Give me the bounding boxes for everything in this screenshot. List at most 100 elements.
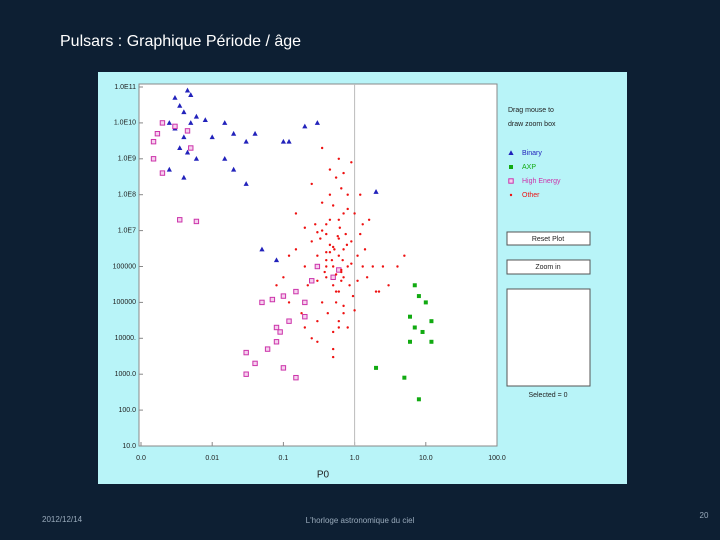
selection-box xyxy=(506,288,591,387)
legend-label: Binary xyxy=(522,150,542,157)
point xyxy=(209,134,215,140)
point xyxy=(319,237,322,240)
point xyxy=(320,229,324,232)
point xyxy=(181,174,187,180)
point xyxy=(316,279,319,282)
point xyxy=(365,276,369,279)
point xyxy=(342,276,345,279)
point xyxy=(280,138,286,144)
point xyxy=(341,258,344,262)
point xyxy=(287,301,291,304)
point xyxy=(342,312,345,315)
y-tick-label: 100000 xyxy=(113,263,136,270)
point xyxy=(334,273,338,276)
point xyxy=(181,134,187,140)
point xyxy=(350,240,353,243)
point xyxy=(316,254,319,257)
legend-label: Other xyxy=(522,192,540,199)
point xyxy=(188,145,194,151)
point xyxy=(351,294,355,298)
point xyxy=(328,243,332,247)
y-tick-label: 1.0E10 xyxy=(114,120,136,127)
point xyxy=(337,254,341,257)
point xyxy=(277,329,283,335)
x-tick-label: 1.0 xyxy=(350,455,360,462)
point xyxy=(286,318,292,324)
point xyxy=(282,276,285,279)
reset-button-label[interactable]: Reset Plot xyxy=(532,236,564,243)
point xyxy=(328,168,332,171)
point xyxy=(286,138,292,144)
point xyxy=(337,319,341,323)
legend-label: High Energy xyxy=(522,178,561,185)
point xyxy=(356,279,359,282)
point xyxy=(328,193,332,196)
y-tick-label: 100.0 xyxy=(118,407,136,414)
zoom-button-label[interactable]: Zoom in xyxy=(535,264,560,271)
point xyxy=(403,254,406,257)
legend-marker xyxy=(509,165,513,169)
point xyxy=(159,120,166,126)
y-tick-label: 1.0E7 xyxy=(118,227,136,234)
point xyxy=(275,284,278,287)
point xyxy=(325,232,328,236)
point xyxy=(346,193,349,196)
reset-button[interactable] xyxy=(506,231,591,246)
point xyxy=(330,258,334,262)
legend-marker xyxy=(509,193,513,197)
point xyxy=(309,278,315,284)
point xyxy=(359,193,362,196)
point xyxy=(293,288,299,295)
point xyxy=(188,120,194,125)
zoom-button[interactable] xyxy=(506,259,591,275)
point xyxy=(381,265,385,268)
point xyxy=(367,218,371,221)
point xyxy=(181,109,187,115)
point xyxy=(184,128,191,134)
point xyxy=(373,189,379,194)
y-tick-label: 10000. xyxy=(115,335,136,342)
point xyxy=(353,309,356,312)
x-tick-label: 0.1 xyxy=(279,455,289,462)
point xyxy=(334,301,338,304)
point xyxy=(323,270,326,274)
point xyxy=(310,182,313,186)
point xyxy=(231,166,237,172)
point xyxy=(331,284,335,287)
point xyxy=(264,346,271,352)
point xyxy=(259,246,265,252)
point xyxy=(222,156,228,161)
point xyxy=(302,123,308,129)
point xyxy=(371,265,374,268)
point xyxy=(330,274,336,281)
x-tick-label: 0.01 xyxy=(205,455,219,462)
point xyxy=(340,187,343,190)
point xyxy=(374,290,378,293)
point xyxy=(344,232,347,236)
point xyxy=(184,149,191,155)
point xyxy=(325,265,328,268)
point xyxy=(316,340,319,343)
point xyxy=(177,102,183,108)
point xyxy=(303,265,307,268)
point xyxy=(412,325,417,330)
point xyxy=(416,397,421,402)
point xyxy=(416,294,421,299)
point xyxy=(331,355,335,359)
point xyxy=(387,284,390,287)
point xyxy=(280,293,287,299)
point xyxy=(328,251,332,254)
point xyxy=(334,290,338,293)
point xyxy=(273,339,280,345)
point xyxy=(408,314,413,319)
point xyxy=(359,232,362,236)
point xyxy=(243,181,249,186)
point xyxy=(429,319,434,324)
point xyxy=(302,313,308,320)
point xyxy=(337,290,341,293)
point xyxy=(374,365,379,370)
point xyxy=(340,279,343,282)
point xyxy=(316,231,319,234)
y-tick-label: 1.0E8 xyxy=(118,192,136,199)
x-tick-label: 100.0 xyxy=(488,455,506,462)
